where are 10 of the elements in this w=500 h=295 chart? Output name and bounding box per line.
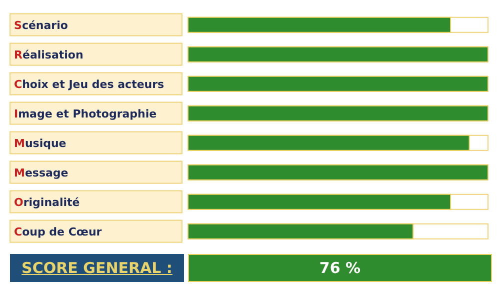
y-tick-label: Originalité [14,196,80,209]
y-tick-label: Message [14,166,68,180]
y-tick-label: Réalisation [14,48,84,62]
y-tick-label: Coup de Cœur [14,225,102,238]
text: SCORE GENERAL : [10,254,184,282]
y-tick-label: Choix et Jeu des acteurs [14,78,165,91]
y-tick-label: Image et Photographie [14,107,157,120]
y-tick-label: Scénario [14,18,68,32]
text: 76 % [188,254,492,282]
y-tick-label: Musique [14,136,66,150]
